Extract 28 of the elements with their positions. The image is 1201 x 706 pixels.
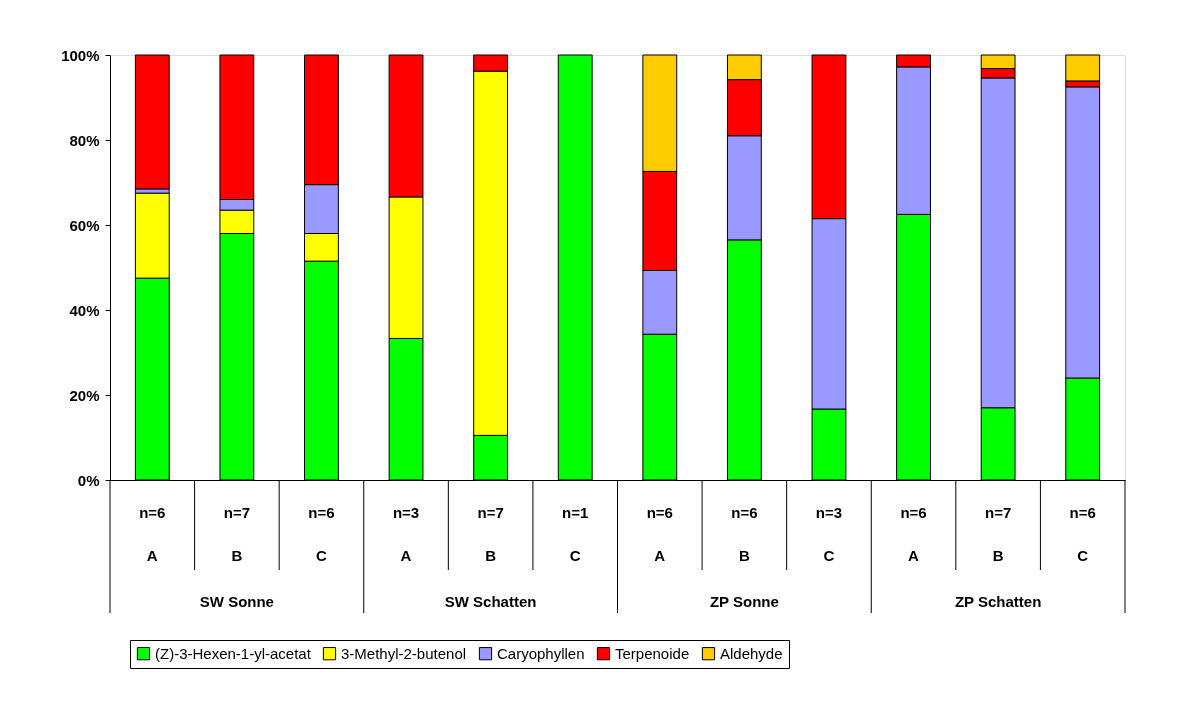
category-label: n=6 B bbox=[731, 504, 758, 564]
category-label: n=6 A bbox=[139, 504, 166, 564]
text: SW Sonne bbox=[199, 593, 274, 610]
category-label: n=3 C bbox=[815, 504, 843, 564]
text: SW Schatten bbox=[444, 593, 537, 610]
y-tick-label: 0% bbox=[77, 471, 100, 489]
y-tick-label: 80% bbox=[69, 131, 100, 149]
legend-label: 3-Methyl-2-butenol bbox=[341, 644, 467, 662]
category-label: n=3 A bbox=[392, 504, 420, 564]
legend-label: Terpenoide bbox=[615, 644, 690, 662]
y-tick-label: 20% bbox=[69, 386, 100, 404]
text: ZP Schatten bbox=[954, 593, 1042, 610]
category-label: n=1 C bbox=[562, 504, 589, 564]
category-label: n=7 B bbox=[477, 504, 504, 564]
category-label: n=7 B bbox=[223, 504, 251, 564]
category-label: n=6 A bbox=[646, 504, 673, 564]
category-label: n=6 A bbox=[900, 504, 927, 564]
category-label: n=7 B bbox=[984, 504, 1012, 564]
bar bbox=[134, 54, 170, 190]
text: ZP Sonne bbox=[709, 593, 779, 610]
category-label: n=6 C bbox=[1069, 504, 1096, 564]
category-label: n=6 C bbox=[308, 504, 335, 564]
legend-label: Caryophyllen bbox=[497, 644, 585, 662]
y-tick-label: 60% bbox=[69, 216, 100, 234]
y-tick-label: 100% bbox=[61, 46, 100, 64]
legend-label: Aldehyde bbox=[720, 644, 783, 662]
legend-label: (Z)-3-Hexen-1-yl-acetat bbox=[155, 644, 312, 662]
y-tick-label: 40% bbox=[69, 301, 100, 319]
